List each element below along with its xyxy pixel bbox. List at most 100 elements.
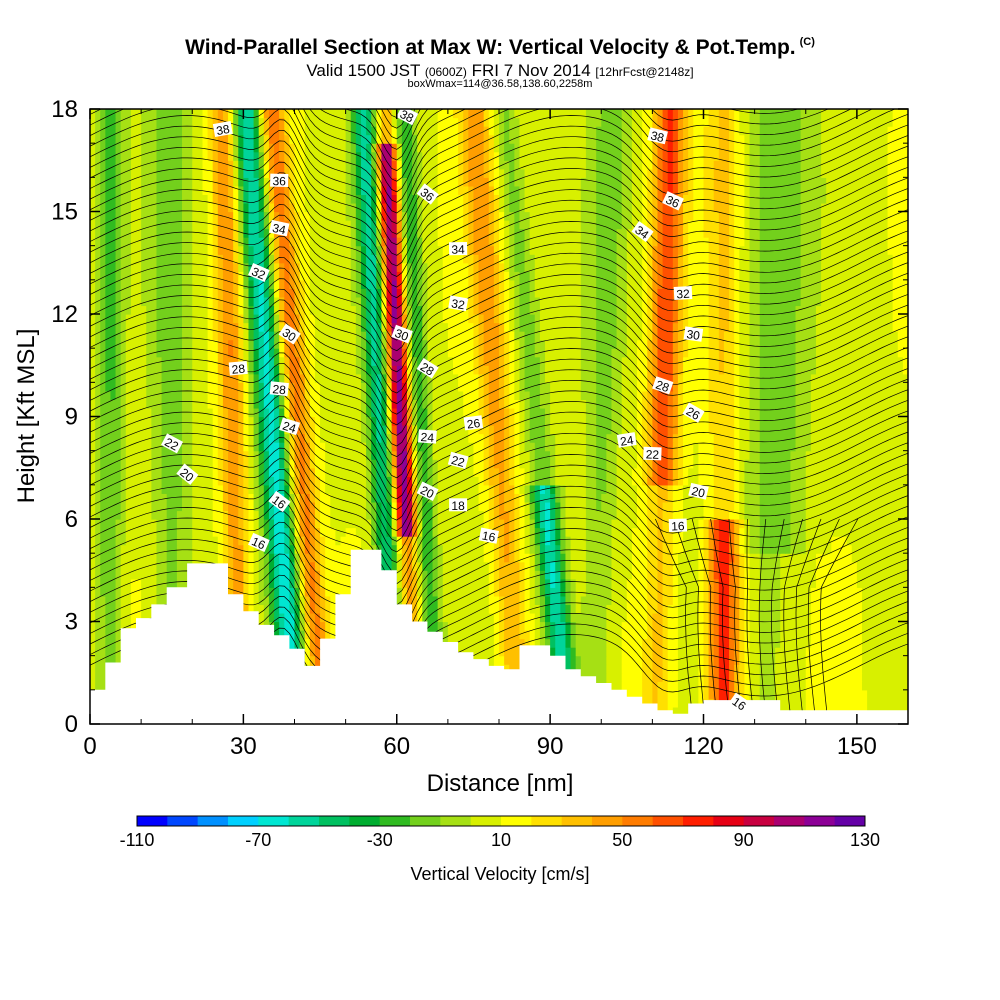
field-cell [100,459,106,469]
field-cell [166,484,173,494]
field-cell [340,553,347,563]
field-cell [100,604,106,614]
field-cell [529,484,536,494]
field-cell [800,510,807,520]
field-cell [626,553,633,563]
field-cell [601,519,607,529]
field-cell [647,544,653,554]
field-cell [826,587,832,597]
field-cell [815,655,822,665]
field-cell [217,493,224,503]
field-cell [197,527,204,537]
field-cell [325,561,331,571]
field-cell [591,553,597,563]
field-cell [637,621,643,631]
field-cell [795,553,802,563]
field-cell [427,561,434,571]
field-cell [452,484,459,494]
field-cell [304,527,311,537]
field-cell [882,578,889,588]
field-cell [355,519,362,529]
field-cell [759,621,766,631]
field-cell [683,501,689,512]
field-cell [754,647,761,657]
field-cell [483,647,490,657]
field-cell [238,510,244,520]
field-cell [345,536,352,546]
field-cell [749,519,756,529]
field-cell [350,501,357,512]
field-cell [125,561,132,571]
field-cell [575,536,582,546]
field-cell [340,587,347,597]
field-cell [780,493,786,503]
field-cell [514,655,521,665]
field-cell [110,612,117,623]
field-cell [422,612,429,623]
field-cell [841,570,848,580]
field-cell [591,612,597,623]
field-cell [718,664,725,674]
field-cell [473,578,480,588]
field-cell [585,459,592,469]
field-cell [555,553,561,563]
field-cell [493,553,500,563]
field-cell [182,501,188,512]
field-cell [667,476,674,486]
field-cell [136,578,142,588]
field-cell [325,587,331,597]
field-cell [539,553,546,563]
field-cell [555,484,561,494]
field-cell [672,706,679,717]
field-cell [422,519,429,529]
field-cell [110,510,117,520]
field-cell [785,501,792,512]
field-cell [447,467,454,477]
field-cell [314,493,321,503]
field-cell [780,476,786,486]
field-cell [314,655,321,665]
field-cell [509,612,515,623]
field-cell [831,689,838,699]
field-cell [360,527,367,537]
field-cell [330,544,336,554]
field-cell [570,553,577,563]
field-cell [662,501,669,512]
field-cell [749,476,756,486]
field-cell [790,527,797,537]
field-cell [647,647,653,657]
field-cell [734,587,740,597]
field-cell [463,621,469,631]
field-cell [136,501,142,512]
field-cell [284,459,290,469]
field-cell [120,510,127,520]
field-cell [314,570,321,580]
field-cell [509,587,515,597]
field-cell [831,647,838,657]
field-cell [739,681,745,691]
field-cell [626,467,633,477]
field-cell [749,501,756,512]
field-cell [524,459,531,469]
field-cell [509,527,515,537]
field-cell [647,476,653,486]
field-cell [417,501,423,512]
field-cell [529,578,536,588]
field-cell [345,578,352,588]
field-cell [279,578,285,588]
field-cell [545,630,551,640]
field-cell [652,476,659,486]
field-cell [371,510,377,520]
field-cell [534,553,541,563]
field-cell [683,655,689,665]
field-cell [100,612,106,623]
field-cell [575,493,582,503]
field-cell [718,638,725,648]
field-cell [243,570,250,580]
field-cell [514,527,521,537]
field-cell [493,638,500,648]
field-cell [432,519,439,529]
field-cell [509,493,515,503]
field-cell [708,681,715,691]
field-cell [248,519,255,529]
